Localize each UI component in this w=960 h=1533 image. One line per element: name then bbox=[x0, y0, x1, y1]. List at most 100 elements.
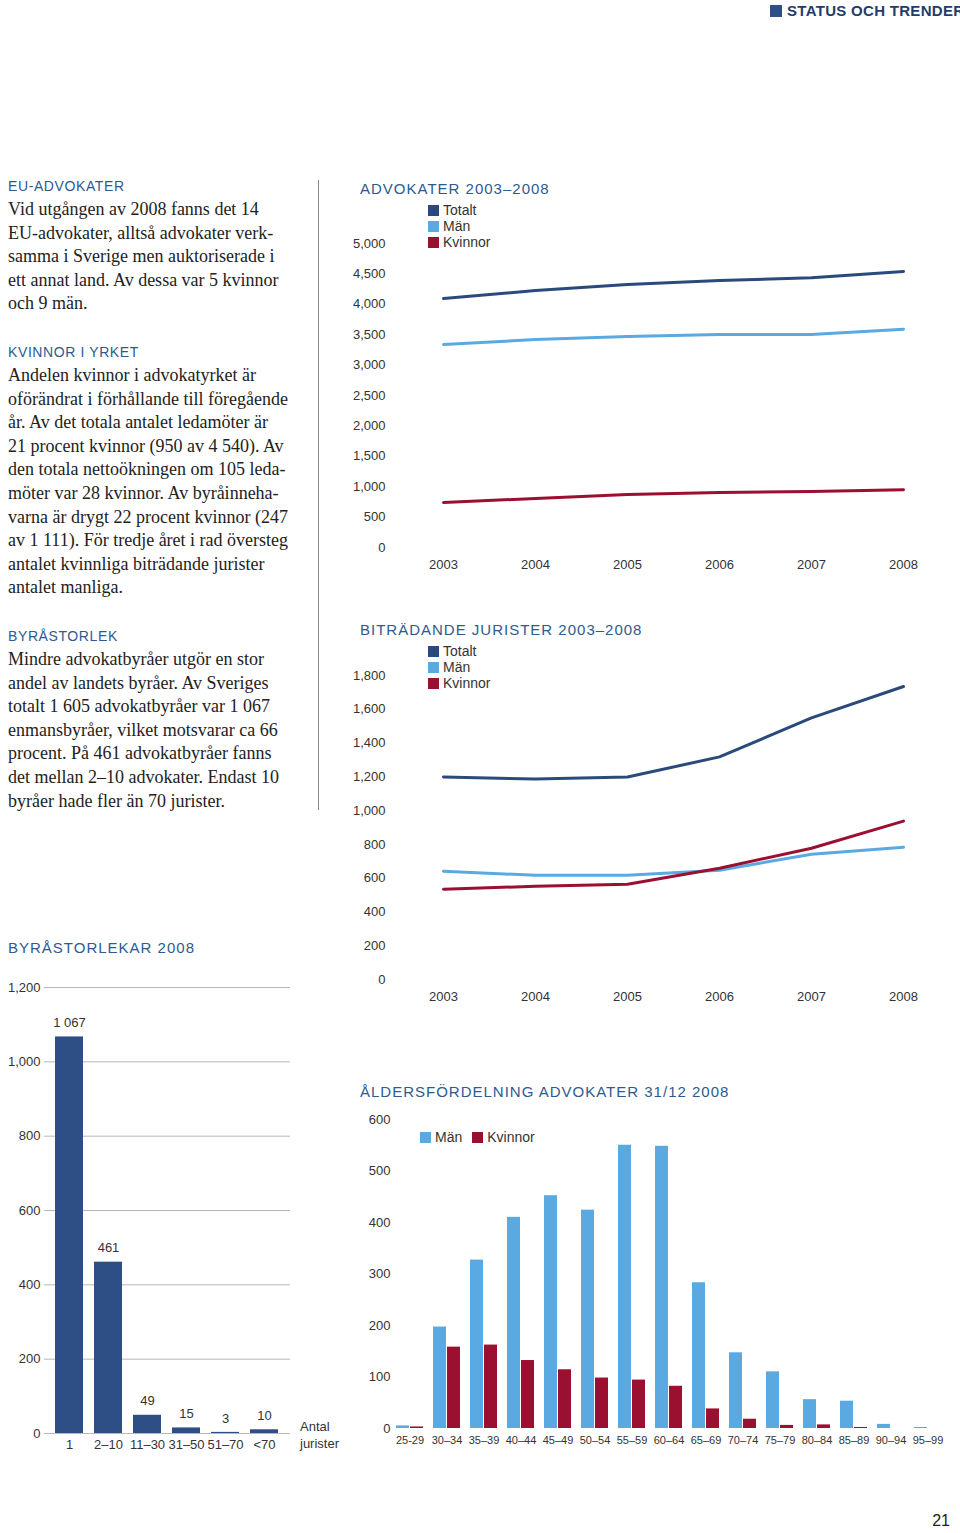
svg-text:11–30: 11–30 bbox=[130, 1437, 165, 1452]
svg-text:200: 200 bbox=[364, 938, 386, 953]
svg-text:2005: 2005 bbox=[613, 989, 642, 1004]
svg-text:49: 49 bbox=[140, 1393, 154, 1408]
html-text:det mellan 2–10 advokater. End: det mellan 2–10 advokater. Endast 10 bbox=[8, 767, 279, 787]
svg-text:600: 600 bbox=[364, 870, 386, 885]
svg-text:0: 0 bbox=[33, 1426, 40, 1441]
html-text:antalet manliga.: antalet manliga. bbox=[8, 577, 123, 598]
svg-text:100: 100 bbox=[369, 1369, 391, 1384]
svg-text:5,000: 5,000 bbox=[353, 236, 386, 251]
svg-text:1 067: 1 067 bbox=[53, 1015, 86, 1030]
svg-text:0: 0 bbox=[383, 1421, 390, 1436]
svg-text:2008: 2008 bbox=[889, 557, 918, 572]
html-text:21: 21 bbox=[932, 1512, 950, 1529]
svg-text:60–64: 60–64 bbox=[654, 1434, 685, 1446]
svg-text:15: 15 bbox=[179, 1406, 193, 1421]
svg-text:2,000: 2,000 bbox=[353, 418, 386, 433]
svg-text:90–94: 90–94 bbox=[876, 1434, 907, 1446]
svg-text:31–50: 31–50 bbox=[168, 1437, 204, 1452]
svg-text:55–59: 55–59 bbox=[617, 1434, 648, 1446]
html-text:varna är drygt 22 procent kvin: varna är drygt 22 procent kvinnor (247 bbox=[8, 506, 288, 527]
svg-text:4,000: 4,000 bbox=[353, 296, 386, 311]
svg-text:500: 500 bbox=[364, 509, 386, 524]
svg-text:2008: 2008 bbox=[889, 989, 918, 1004]
svg-text:10: 10 bbox=[257, 1408, 271, 1423]
svg-text:4,500: 4,500 bbox=[353, 266, 386, 281]
svg-text:70–74: 70–74 bbox=[728, 1434, 759, 1446]
svg-text:400: 400 bbox=[369, 1215, 391, 1230]
svg-text:2007: 2007 bbox=[797, 989, 826, 1004]
svg-text:40–44: 40–44 bbox=[506, 1434, 537, 1446]
svg-text:1,000: 1,000 bbox=[8, 1054, 41, 1069]
html-text:och 9 män.: och 9 män. bbox=[8, 293, 88, 314]
html-text:21 procent kvinnor (950 av 4 5: 21 procent kvinnor (950 av 4 540). Av bbox=[8, 435, 284, 456]
svg-text:2007: 2007 bbox=[797, 557, 826, 572]
svg-text:1,500: 1,500 bbox=[353, 448, 386, 463]
svg-text:2003: 2003 bbox=[429, 989, 458, 1004]
svg-text:1: 1 bbox=[66, 1437, 73, 1452]
svg-text:2003: 2003 bbox=[429, 557, 458, 572]
html-text:oförändrat i förhållande till: oförändrat i förhållande till föregående bbox=[8, 388, 288, 409]
html-text:procent. På 461 advokatbyråer: procent. På 461 advokatbyråer fanns bbox=[8, 743, 272, 764]
svg-text:<70: <70 bbox=[253, 1437, 275, 1452]
html-text:antalet kvinnliga biträdande j: antalet kvinnliga biträdande jurister bbox=[8, 553, 265, 574]
svg-text:2004: 2004 bbox=[521, 557, 550, 572]
svg-text:1,000: 1,000 bbox=[353, 803, 386, 818]
html-text:EU-advokater, alltså advokater: EU-advokater, alltså advokater verk- bbox=[8, 222, 274, 243]
svg-text:600: 600 bbox=[19, 1203, 41, 1218]
html-text:Antal jurister: Antal jurister bbox=[300, 1419, 339, 1451]
svg-text:0: 0 bbox=[378, 540, 385, 555]
svg-text:300: 300 bbox=[369, 1266, 391, 1281]
svg-text:3,000: 3,000 bbox=[353, 357, 386, 372]
svg-text:45–49: 45–49 bbox=[543, 1434, 574, 1446]
svg-text:600: 600 bbox=[369, 1112, 391, 1127]
svg-text:400: 400 bbox=[19, 1277, 41, 1292]
svg-text:1,200: 1,200 bbox=[353, 769, 386, 784]
html-text:samma i Sverige men auktoriser: samma i Sverige men auktoriserade i bbox=[8, 246, 275, 267]
svg-text:65–69: 65–69 bbox=[691, 1434, 722, 1446]
svg-text:1,800: 1,800 bbox=[353, 668, 386, 683]
svg-text:35–39: 35–39 bbox=[469, 1434, 500, 1446]
html-text:möter var 28 kvinnor. Av byråi: möter var 28 kvinnor. Av byråinneha- bbox=[8, 483, 279, 503]
svg-text:80–84: 80–84 bbox=[802, 1434, 833, 1446]
svg-text:200: 200 bbox=[369, 1318, 391, 1333]
svg-text:85–89: 85–89 bbox=[839, 1434, 870, 1446]
svg-text:2,500: 2,500 bbox=[353, 388, 386, 403]
svg-text:461: 461 bbox=[98, 1240, 120, 1255]
html-text:Mindre advokatbyråer utgör en: Mindre advokatbyråer utgör en stor bbox=[8, 649, 264, 669]
svg-text:500: 500 bbox=[369, 1163, 391, 1178]
svg-text:2005: 2005 bbox=[613, 557, 642, 572]
html-text:andel av landets byråer. Av Sv: andel av landets byråer. Av Sveriges bbox=[8, 672, 269, 693]
svg-text:25-29: 25-29 bbox=[396, 1434, 424, 1446]
svg-text:2004: 2004 bbox=[521, 989, 550, 1004]
svg-text:3,500: 3,500 bbox=[353, 327, 386, 342]
svg-text:1,400: 1,400 bbox=[353, 735, 386, 750]
html-text:år. Av det totala antalet leda: år. Av det totala antalet ledamöter är bbox=[8, 412, 269, 433]
svg-text:3: 3 bbox=[222, 1411, 229, 1426]
svg-text:51–70: 51–70 bbox=[207, 1437, 243, 1452]
html-text:av 1 111). För tredje året i r: av 1 111). För tredje året i rad överste… bbox=[8, 530, 289, 551]
svg-text:0: 0 bbox=[378, 972, 385, 987]
html-text:ett annat land. Av dessa var 5: ett annat land. Av dessa var 5 kvinnor bbox=[8, 269, 279, 290]
svg-text:2006: 2006 bbox=[705, 989, 734, 1004]
svg-text:30–34: 30–34 bbox=[432, 1434, 463, 1446]
svg-text:800: 800 bbox=[364, 837, 386, 852]
svg-text:200: 200 bbox=[19, 1351, 41, 1366]
html-text:ADVOKATER 2003–2008: ADVOKATER 2003–2008 bbox=[360, 180, 550, 197]
svg-text:1,600: 1,600 bbox=[353, 701, 386, 716]
svg-text:1,200: 1,200 bbox=[8, 980, 41, 995]
svg-text:2–10: 2–10 bbox=[94, 1437, 123, 1452]
html-text:totalt 1 605 advokatbyråer var: totalt 1 605 advokatbyråer var 1 067 bbox=[8, 696, 270, 717]
html-text:den totala nettoökningen om 10: den totala nettoökningen om 105 leda- bbox=[8, 459, 286, 480]
svg-text:2006: 2006 bbox=[705, 557, 734, 572]
svg-text:95–99: 95–99 bbox=[913, 1434, 944, 1446]
html-text:BITRÄDANDE JURISTER 2003–2008: BITRÄDANDE JURISTER 2003–2008 bbox=[360, 621, 643, 638]
html-text:Andelen kvinnor i advokatyrket: Andelen kvinnor i advokatyrket är bbox=[8, 365, 256, 385]
svg-text:1,000: 1,000 bbox=[353, 479, 386, 494]
html-text:enmansbyråer, vilket motsvarar: enmansbyråer, vilket motsvarar ca 66 bbox=[8, 719, 278, 740]
svg-text:400: 400 bbox=[364, 904, 386, 919]
svg-text:75–79: 75–79 bbox=[765, 1434, 796, 1446]
html-text:byråer hade fler än 70 juriste: byråer hade fler än 70 jurister. bbox=[8, 790, 225, 811]
svg-text:800: 800 bbox=[19, 1128, 41, 1143]
svg-text:50–54: 50–54 bbox=[580, 1434, 611, 1446]
html-text:Vid utgången av 2008 fanns det: Vid utgången av 2008 fanns det 14 bbox=[8, 199, 259, 219]
